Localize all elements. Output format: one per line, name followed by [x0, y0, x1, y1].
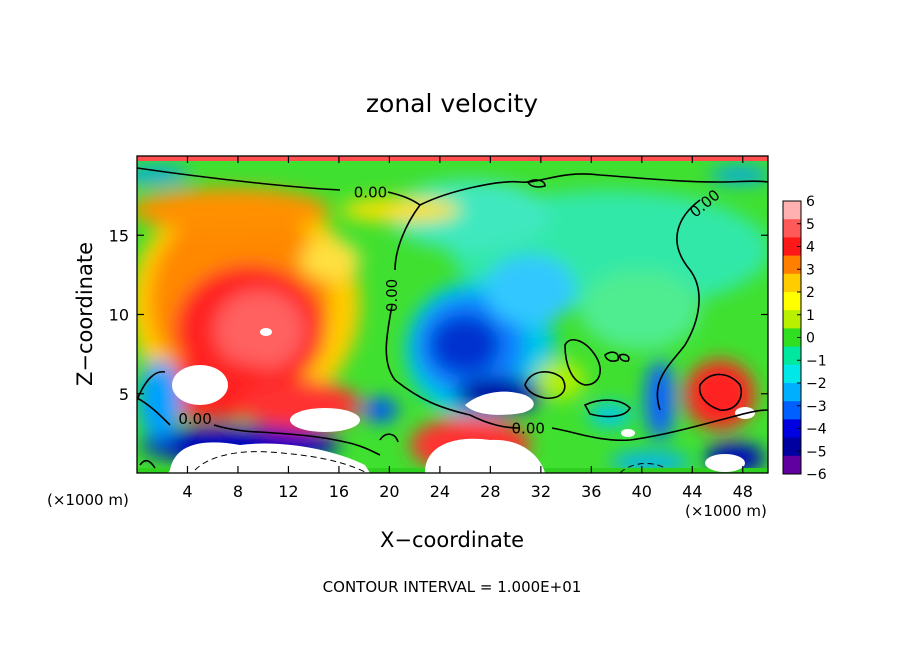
contour-label: 0.00 — [354, 183, 387, 201]
colorbar-swatch — [783, 219, 801, 238]
y-tick-label: 10 — [109, 306, 129, 325]
x-axis: 4 8 12 16 20 24 28 32 36 40 44 48 — [182, 156, 753, 501]
y-tick-label: 15 — [109, 226, 129, 245]
x-tick-label: 28 — [480, 482, 500, 501]
x-tick-label: 12 — [278, 482, 298, 501]
x-tick-label: 40 — [632, 482, 652, 501]
contour-label: 0.00 — [383, 279, 401, 312]
x-unit-left: (×1000 m) — [47, 491, 129, 509]
colorbar-tick-label: −4 — [806, 422, 827, 438]
x-tick-label: 8 — [233, 482, 243, 501]
colorbar-tick-label: −2 — [806, 376, 827, 392]
colorbar-swatch — [783, 401, 801, 420]
colorbar-swatch — [783, 383, 801, 402]
colorbar-tick-label: −5 — [806, 444, 827, 460]
colorbar-tick-label: −1 — [806, 353, 827, 369]
colorbar-swatch — [783, 292, 801, 311]
x-tick-label: 24 — [430, 482, 450, 501]
colorbar-tick-label: 0 — [806, 331, 815, 347]
y-axis-label: Z−coordinate — [73, 242, 97, 386]
colorbar-swatch — [783, 255, 801, 275]
colorbar-swatch — [783, 346, 801, 366]
colorbar-swatch — [783, 437, 801, 457]
contour-interval: CONTOUR INTERVAL = 1.000E+01 — [323, 578, 582, 596]
dashed-contour — [194, 451, 666, 473]
x-tick-label: 16 — [329, 482, 349, 501]
x-tick-label: 32 — [531, 482, 551, 501]
colorbar-swatch — [783, 419, 801, 439]
x-axis-label: X−coordinate — [380, 528, 524, 552]
colorbar-swatch — [783, 237, 801, 257]
y-axis: 5 10 15 — [109, 226, 768, 404]
colorbar-swatch — [783, 201, 801, 220]
colorbar-tick-label: 3 — [806, 262, 815, 278]
zero-contours — [137, 167, 768, 469]
contour-label: 0.00 — [512, 420, 545, 438]
x-unit-right: (×1000 m) — [685, 502, 767, 520]
colorbar-swatch — [783, 364, 801, 384]
colorbar: 6 5 4 3 2 1 0 −1 −2 −3 −4 −5 −6 — [782, 194, 827, 483]
colorbar-tick-label: 1 — [806, 308, 815, 324]
colorbar-tick-label: 2 — [806, 285, 815, 301]
x-tick-label: 4 — [182, 482, 192, 501]
velocity-field — [137, 156, 768, 473]
colorbar-swatch — [783, 310, 801, 329]
colorbar-swatch — [783, 328, 801, 348]
y-tick-label: 5 — [119, 385, 129, 404]
colorbar-tick-label: 4 — [806, 240, 815, 256]
x-tick-label: 44 — [682, 482, 702, 501]
colorbar-tick-label: −6 — [806, 467, 827, 483]
colorbar-tick-label: −3 — [806, 399, 827, 415]
contour-label: 0.00 — [178, 410, 211, 428]
colorbar-tick-label: 6 — [806, 194, 815, 210]
x-tick-label: 20 — [379, 482, 399, 501]
colorbar-swatch — [783, 455, 801, 475]
x-tick-label: 48 — [733, 482, 753, 501]
x-tick-label: 36 — [581, 482, 601, 501]
chart-title: zonal velocity — [366, 89, 538, 118]
colorbar-tick-label: 5 — [806, 217, 815, 233]
colorbar-swatch — [783, 273, 801, 293]
